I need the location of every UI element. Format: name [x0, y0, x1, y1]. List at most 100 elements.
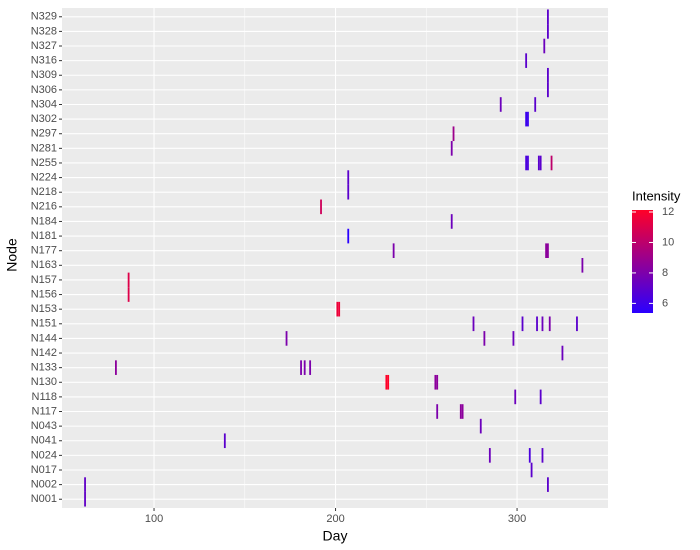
tile: [550, 155, 553, 171]
y-tick-label: N316: [31, 55, 57, 67]
tile: [525, 155, 528, 171]
tile: [479, 418, 482, 434]
tile: [436, 404, 439, 419]
tile: [547, 24, 549, 39]
tile: [338, 301, 341, 317]
tile: [514, 389, 517, 405]
y-tick-label: N297: [31, 128, 57, 140]
tile: [541, 448, 544, 463]
y-tick-label: N041: [31, 435, 57, 447]
tile: [527, 111, 529, 127]
x-tick-label: 300: [508, 513, 526, 525]
y-tick-label: N306: [31, 84, 57, 96]
tile: [545, 243, 548, 258]
tile: [539, 155, 542, 171]
tile: [392, 243, 395, 258]
legend-tick-label: 12: [662, 206, 674, 218]
tile: [347, 184, 350, 200]
tile: [450, 214, 453, 229]
tile: [387, 374, 390, 390]
y-tick-label: N177: [31, 245, 57, 257]
tile: [127, 287, 130, 302]
y-tick-label: N157: [31, 274, 57, 286]
tile: [547, 243, 549, 258]
tile: [436, 374, 439, 390]
tile: [537, 155, 540, 171]
y-tick-label: N224: [31, 171, 57, 183]
tile: [300, 360, 302, 375]
x-axis-title: Day: [323, 528, 348, 544]
y-tick-label: N163: [31, 259, 57, 271]
tile: [459, 404, 462, 419]
tile: [525, 111, 528, 127]
tile: [547, 477, 549, 492]
tile: [450, 141, 453, 156]
y-tick-label: N327: [31, 40, 57, 52]
tile: [84, 491, 86, 507]
tile: [84, 477, 86, 492]
y-tick-label: N281: [31, 142, 57, 154]
y-tick-label: N024: [31, 449, 57, 461]
y-tick-label: N255: [31, 157, 57, 169]
y-tick-label: N181: [31, 230, 57, 242]
tile: [539, 389, 542, 405]
tile: [528, 448, 531, 463]
y-tick-label: N144: [31, 332, 57, 344]
y-tick-label: N153: [31, 303, 57, 315]
tile: [127, 272, 130, 288]
y-tick-label: N216: [31, 201, 57, 213]
tile: [347, 170, 350, 185]
y-tick-label: N117: [32, 405, 57, 417]
y-tick-label: N329: [31, 11, 57, 23]
y-tick-label: N156: [31, 288, 57, 300]
tile: [521, 316, 524, 332]
y-tick-label: N328: [31, 25, 57, 37]
y-tick-label: N043: [31, 420, 57, 432]
tile: [536, 316, 538, 332]
tile: [547, 82, 549, 98]
tile: [547, 67, 549, 83]
tile: [499, 97, 502, 112]
tile: [434, 374, 437, 390]
tile: [303, 360, 306, 375]
colorbar: [632, 210, 653, 313]
tile: [548, 316, 551, 332]
y-tick-label: N133: [31, 362, 57, 374]
y-tick-label: N218: [31, 186, 57, 198]
x-tick-label: 200: [326, 513, 344, 525]
x-tick-label: 100: [145, 513, 163, 525]
tile: [534, 97, 537, 112]
y-tick-label: N142: [31, 347, 57, 359]
tile: [115, 360, 117, 375]
legend-tick-label: 10: [662, 236, 674, 248]
legend-title: Intensity: [632, 188, 681, 203]
tile: [525, 53, 528, 68]
legend-tick-label: 8: [662, 267, 668, 279]
tile: [472, 316, 475, 332]
tile: [561, 345, 564, 361]
tile: [483, 331, 486, 346]
y-tick-label: N151: [31, 318, 57, 330]
tile: [452, 126, 455, 142]
y-tick-label: N017: [31, 464, 57, 476]
tile: [547, 9, 549, 25]
y-tick-label: N184: [31, 215, 57, 227]
y-axis-title: Node: [4, 238, 20, 272]
y-tick-label: N304: [31, 98, 57, 110]
legend-tick-label: 6: [662, 297, 668, 309]
y-tick-label: N002: [31, 479, 57, 491]
y-tick-label: N302: [31, 113, 57, 125]
tile: [541, 316, 544, 332]
y-tick-label: N118: [32, 391, 57, 403]
tile: [576, 316, 578, 332]
tile: [543, 38, 546, 54]
tile: [530, 462, 533, 478]
tile: [347, 228, 350, 244]
tile: [512, 331, 515, 346]
tile: [581, 258, 584, 273]
tile: [527, 155, 529, 171]
y-tick-label: N001: [31, 493, 57, 505]
y-tick-label: N309: [31, 69, 57, 81]
